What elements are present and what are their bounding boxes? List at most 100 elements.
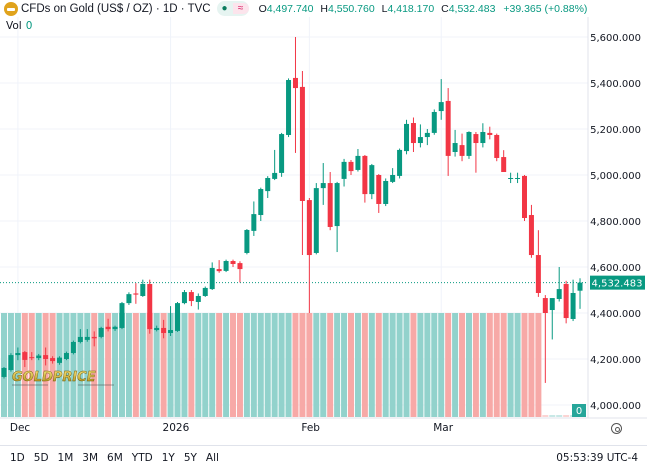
period-5y[interactable]: 5Y: [183, 452, 197, 464]
clock[interactable]: 05:53:39 UTC-4: [556, 452, 638, 464]
change-value: +39.365 (+0.88%): [503, 2, 588, 15]
date-label: Dec: [9, 422, 31, 434]
candle-body: [22, 352, 28, 360]
volume-bar: [49, 313, 56, 417]
candle-body: [98, 327, 104, 337]
candle-body: [501, 157, 507, 173]
volume-bar: [472, 313, 479, 417]
period-1m[interactable]: 1M: [57, 452, 74, 464]
volume-bar: [424, 313, 431, 417]
period-3m[interactable]: 3M: [82, 452, 99, 464]
volume-bar: [112, 313, 119, 417]
price-chart[interactable]: 5,600.000 5,400.000 5,200.000 5,000.000 4,80…: [0, 0, 647, 445]
date-label: Feb: [301, 422, 320, 434]
volume-bar: [292, 313, 299, 417]
volume-bar: [445, 313, 452, 417]
candle-body: [181, 292, 187, 304]
volume-bar: [521, 313, 528, 417]
candle-body: [348, 161, 354, 172]
candle-body: [445, 100, 451, 156]
candle-body: [126, 294, 132, 304]
candle-body: [286, 80, 292, 135]
volume-bar: [313, 313, 320, 417]
last-price-badge: [590, 275, 645, 290]
volume-bar: [77, 313, 84, 417]
volume-bar: [105, 313, 112, 417]
volume-bar: [188, 313, 195, 417]
volume-bar: [202, 313, 209, 417]
settings-gear-icon[interactable]: [611, 423, 622, 434]
volume-bar: [181, 313, 188, 417]
candle-body: [528, 215, 534, 256]
ohlc-values: O4,497.740 H4,550.760 L4,418.170 C4,532.…: [258, 2, 588, 15]
candle-body: [383, 180, 389, 204]
volume-bar: [320, 313, 327, 417]
volume-bar: [243, 313, 250, 417]
volume-bar: [264, 313, 271, 417]
period-all[interactable]: All: [205, 452, 219, 464]
period-6m[interactable]: 6M: [107, 452, 123, 464]
period-1d[interactable]: 1D: [10, 452, 25, 464]
volume-legend[interactable]: Vol 0: [6, 20, 33, 32]
candle-body: [390, 175, 396, 182]
price-tick-label: 5,400.000: [590, 79, 641, 90]
volume-bar: [465, 313, 472, 417]
period-5d[interactable]: 5D: [33, 452, 49, 464]
volume-bar: [223, 313, 230, 417]
volume-bar: [563, 415, 570, 417]
candle-body: [299, 86, 305, 201]
volume-badge: [572, 404, 586, 417]
candle-body: [410, 123, 416, 144]
gold-symbol-icon: [4, 1, 18, 16]
candle-body: [320, 183, 326, 189]
volume-bar: [56, 313, 63, 417]
candle-body: [216, 269, 222, 272]
candle-body: [8, 355, 14, 371]
candle-body: [313, 188, 319, 253]
candle-body: [84, 336, 90, 340]
candle-body: [341, 161, 347, 179]
period-ytd[interactable]: YTD: [131, 452, 153, 464]
market-open-dot-icon: ●: [221, 3, 228, 14]
volume-bar: [493, 313, 500, 417]
volume-bar: [535, 313, 542, 417]
volume-bar: [459, 313, 466, 417]
candle-body: [334, 183, 340, 227]
period-1y[interactable]: 1Y: [161, 452, 175, 464]
legend: CFDs on Gold (US$ / OZ) · 1D · TVC ● ≈ O…: [4, 0, 587, 17]
price-tick-label: 4,200.000: [590, 355, 641, 366]
symbol-title[interactable]: CFDs on Gold (US$ / OZ) · 1D · TVC: [21, 2, 211, 15]
candle-body: [487, 132, 493, 135]
date-label: 2026: [162, 422, 190, 434]
volume-bar: [236, 313, 243, 417]
candle-body: [424, 132, 430, 138]
volume-bar: [354, 313, 361, 417]
wave-icon: ≈: [232, 3, 249, 14]
candle-body: [508, 177, 514, 179]
volume-bar: [299, 313, 306, 417]
volume-bar: [389, 313, 396, 417]
candle-body: [15, 353, 21, 356]
candle-body: [515, 177, 521, 179]
volume-bar: [306, 313, 313, 417]
volume-bar: [70, 313, 77, 417]
candle-body: [175, 303, 180, 331]
candle-body: [452, 143, 458, 152]
candle-body: [50, 358, 56, 362]
volume-bar: [556, 415, 563, 417]
volume-bar: [230, 313, 237, 417]
candle-body: [279, 134, 285, 173]
volume-bar: [417, 313, 424, 417]
volume-bar: [514, 313, 521, 417]
volume-bar: [479, 313, 486, 417]
volume-bar: [341, 313, 348, 417]
candle-body: [563, 284, 569, 319]
candle-body: [147, 284, 153, 330]
volume-bar: [542, 415, 549, 417]
volume-bar: [348, 313, 354, 417]
status-pill[interactable]: ● ≈: [216, 1, 249, 16]
price-tick-label: 4,400.000: [590, 309, 641, 320]
candle-body: [91, 336, 97, 339]
bottom-toolbar: 1D 5D 1M 3M 6M YTD 1Y 5Y All 05:53:39 UTC-4: [0, 445, 647, 472]
volume-bar: [146, 313, 153, 417]
